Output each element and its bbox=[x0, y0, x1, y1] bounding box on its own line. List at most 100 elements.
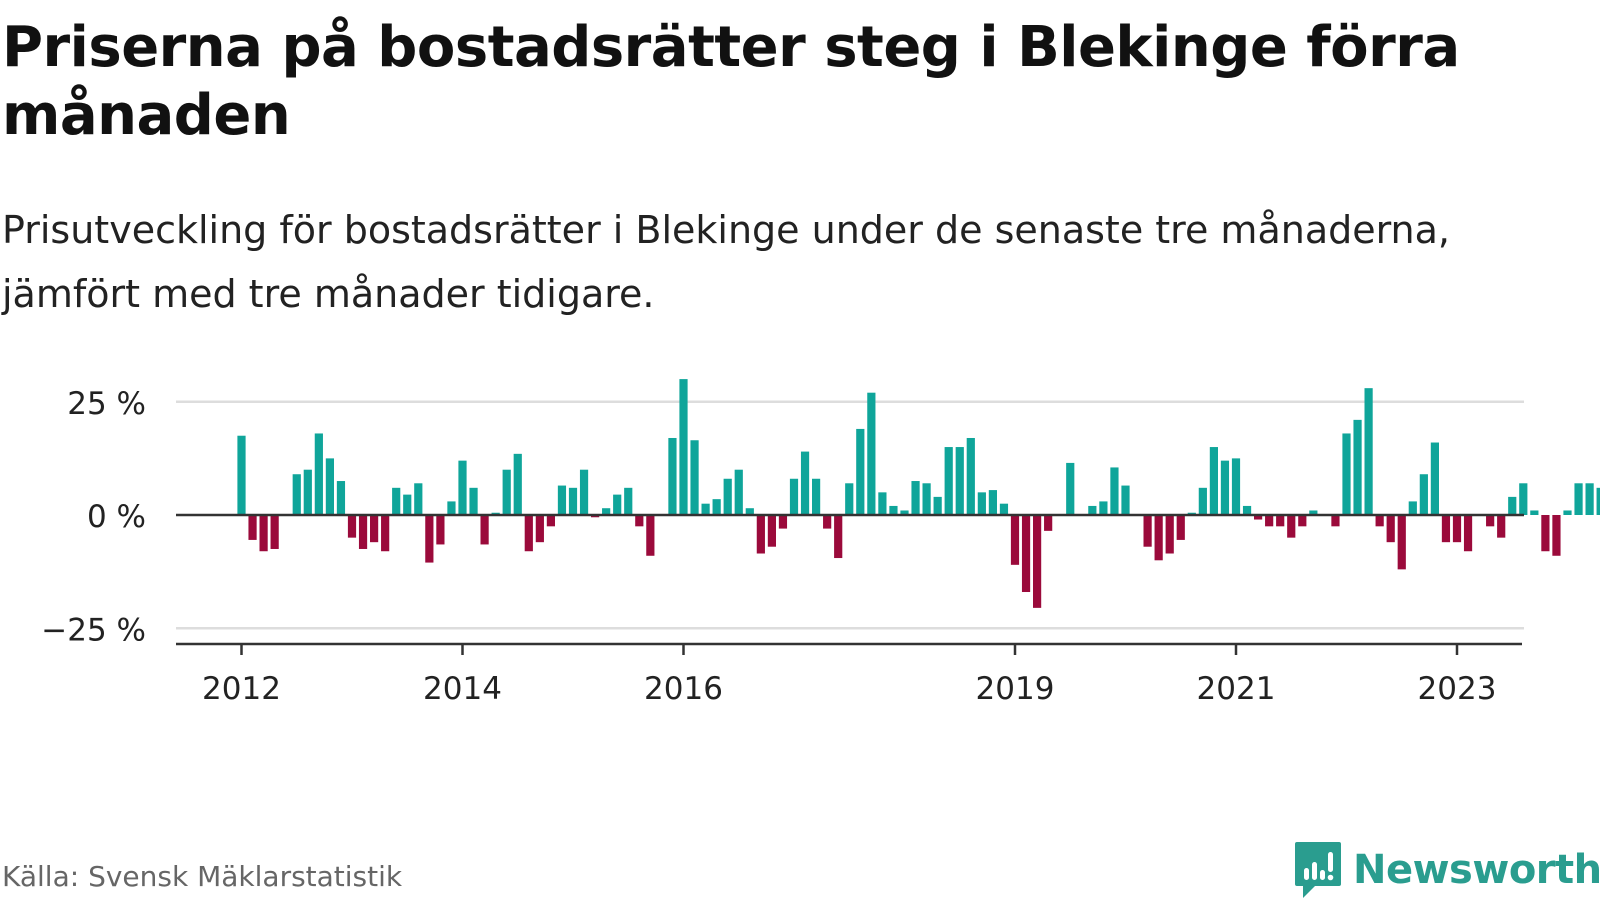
bar bbox=[1508, 496, 1517, 515]
bar bbox=[425, 515, 434, 563]
bar bbox=[248, 515, 257, 540]
bar bbox=[646, 515, 655, 556]
bar bbox=[1519, 483, 1528, 515]
bar bbox=[800, 451, 810, 515]
bar bbox=[480, 515, 489, 545]
bar bbox=[237, 435, 246, 515]
bar bbox=[1386, 515, 1395, 543]
bar bbox=[1541, 515, 1550, 552]
source-note: Källa: Svensk Mäklarstatistik bbox=[2, 860, 403, 893]
bar bbox=[1231, 458, 1241, 516]
bar bbox=[823, 515, 832, 529]
brand-logo: Newsworthy bbox=[1293, 840, 1600, 900]
bar bbox=[370, 515, 379, 543]
bar bbox=[1033, 515, 1042, 608]
bar bbox=[392, 487, 401, 515]
bar bbox=[922, 483, 931, 515]
bar bbox=[1044, 515, 1053, 531]
bar bbox=[1486, 515, 1495, 527]
bar bbox=[1254, 515, 1263, 520]
bar bbox=[679, 379, 688, 515]
bar bbox=[1353, 419, 1362, 515]
bar bbox=[1596, 487, 1600, 515]
bar bbox=[1452, 515, 1462, 543]
bar bbox=[999, 503, 1009, 516]
bar bbox=[1287, 515, 1296, 538]
bar bbox=[1552, 515, 1561, 556]
bar bbox=[270, 515, 279, 549]
y-tick-label: 25 % bbox=[67, 386, 146, 422]
bar bbox=[734, 469, 743, 515]
bar bbox=[1143, 515, 1152, 547]
bar bbox=[756, 515, 765, 554]
bar bbox=[635, 515, 644, 527]
bar bbox=[579, 469, 589, 515]
bar bbox=[701, 503, 710, 516]
bar bbox=[381, 515, 390, 552]
bar bbox=[867, 392, 876, 515]
bar bbox=[613, 494, 622, 516]
bar bbox=[1441, 515, 1451, 543]
bar bbox=[1430, 442, 1439, 515]
bar bbox=[1209, 447, 1218, 515]
bar bbox=[1088, 505, 1097, 515]
bar bbox=[878, 492, 887, 515]
grid-lines bbox=[176, 400, 1524, 630]
bar bbox=[1066, 462, 1075, 516]
bar bbox=[1463, 515, 1473, 552]
bar bbox=[1585, 483, 1594, 515]
bar bbox=[1276, 515, 1285, 527]
bar bbox=[1497, 515, 1506, 538]
bar bbox=[1331, 515, 1340, 527]
bar bbox=[303, 469, 312, 515]
bar bbox=[469, 487, 478, 515]
bar bbox=[1408, 501, 1417, 515]
bar bbox=[1342, 433, 1351, 515]
bar bbox=[436, 515, 445, 545]
bar bbox=[933, 496, 942, 515]
tick-labels: 25 %0 %−25 %20122014201620192021202329 % bbox=[41, 386, 1496, 707]
bar bbox=[546, 515, 555, 527]
bar bbox=[845, 483, 854, 515]
x-tick-label: 2016 bbox=[644, 671, 723, 707]
bar bbox=[911, 481, 920, 516]
bar bbox=[1121, 485, 1130, 516]
bar bbox=[1010, 515, 1020, 565]
bar bbox=[502, 469, 511, 515]
bar bbox=[1154, 515, 1163, 561]
axes bbox=[176, 513, 1524, 655]
newsworthy-logo-icon bbox=[1295, 842, 1341, 898]
bar bbox=[1364, 388, 1373, 515]
bar bbox=[403, 494, 412, 516]
bar bbox=[1242, 505, 1252, 515]
bar bbox=[259, 515, 268, 552]
x-tick-label: 2014 bbox=[423, 671, 502, 707]
bar bbox=[745, 508, 754, 515]
bar bbox=[988, 490, 997, 516]
bar bbox=[834, 515, 843, 559]
bar bbox=[1419, 474, 1428, 515]
bar bbox=[1309, 510, 1318, 515]
bar-chart: 25 %0 %−25 %20122014201620192021202329 % bbox=[41, 379, 1600, 707]
bar bbox=[1397, 515, 1406, 570]
bar bbox=[1375, 515, 1384, 527]
x-tick-label: 2012 bbox=[202, 671, 281, 707]
bar bbox=[414, 483, 423, 515]
bar bbox=[1298, 515, 1307, 527]
bar bbox=[900, 510, 909, 515]
bar bbox=[447, 501, 456, 515]
x-tick-label: 2021 bbox=[1197, 671, 1276, 707]
chart-title: Priserna på bostadsrätter steg i Bleking… bbox=[2, 15, 1460, 148]
bar bbox=[690, 440, 699, 515]
bar bbox=[767, 515, 776, 547]
bar bbox=[723, 478, 732, 515]
bar bbox=[789, 478, 799, 515]
bar bbox=[602, 508, 611, 515]
bar bbox=[568, 487, 578, 515]
bar bbox=[535, 515, 544, 543]
bar bbox=[889, 505, 898, 515]
bar bbox=[1099, 501, 1108, 515]
bar bbox=[314, 433, 323, 515]
bar bbox=[1265, 515, 1274, 527]
bar bbox=[347, 515, 357, 538]
